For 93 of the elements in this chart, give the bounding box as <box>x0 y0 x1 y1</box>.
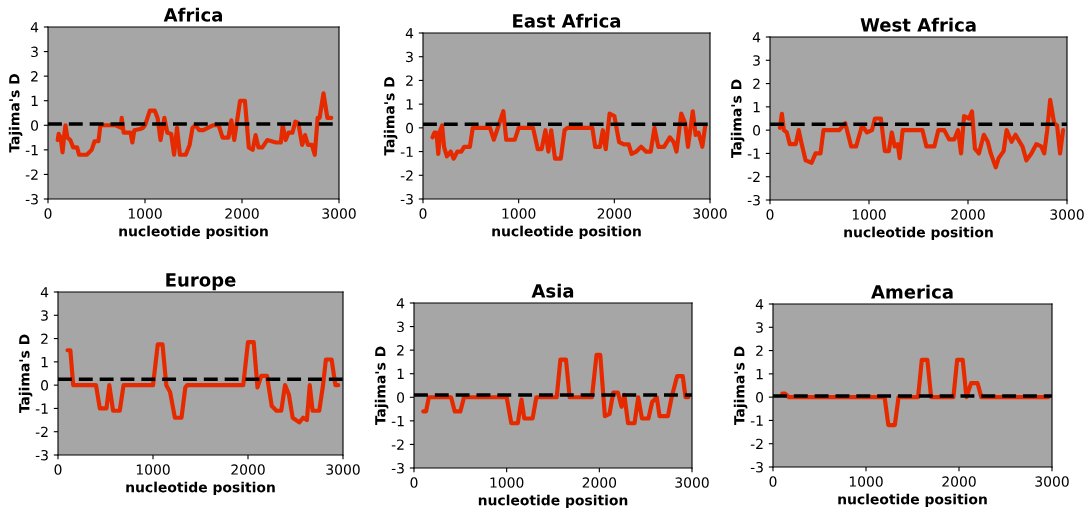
x-axis-title: nucleotide position <box>844 226 993 241</box>
y-tick-label: -1 <box>747 148 760 159</box>
y-axis-title: Tajima's D <box>733 346 748 426</box>
y-tick-label: 4 <box>30 22 39 33</box>
x-tick-label: 0 <box>766 209 774 220</box>
x-tick-label: 2000 <box>582 477 617 488</box>
y-tick-label: 3 <box>41 310 48 321</box>
x-tick-label: 1000 <box>852 209 886 220</box>
y-tick-label: 3 <box>31 46 38 58</box>
y-tick-label: -3 <box>747 194 760 206</box>
y-tick-label: 4 <box>405 28 414 39</box>
y-tick-label: -1 <box>35 403 48 414</box>
y-tick-label: -3 <box>750 461 763 473</box>
y-tick-label: 1 <box>756 369 763 380</box>
line-series <box>430 109 708 161</box>
y-axis-title: Tajima's D <box>8 74 23 153</box>
y-tick-label: -1 <box>400 146 413 157</box>
x-tick-label: 3000 <box>322 208 356 219</box>
x-axis-title: nucleotide position <box>478 494 628 509</box>
y-tick-label: 2 <box>753 78 760 89</box>
y-tick-label: -2 <box>747 171 760 182</box>
x-tick-label: 1000 <box>490 477 524 488</box>
y-tick-label: -3 <box>25 193 38 205</box>
y-tick-label: -2 <box>25 169 38 180</box>
x-tick-label: 2000 <box>951 209 985 220</box>
y-tick-label: 4 <box>396 298 405 309</box>
x-tick-label: 3000 <box>1035 476 1069 487</box>
y-tick-label: 2 <box>31 71 38 82</box>
y-tick-label: 0 <box>31 120 39 131</box>
x-tick-label: 1000 <box>128 208 162 219</box>
y-tick-label: 4 <box>755 299 764 310</box>
y-tick-label: 3 <box>406 51 413 63</box>
y-tick-label: -2 <box>750 438 763 449</box>
x-axis-title: nucleotide position <box>119 225 268 240</box>
y-tick-label: 2 <box>756 345 763 356</box>
x-tick-label: 3000 <box>1050 209 1084 220</box>
y-tick-label: 2 <box>41 333 48 344</box>
y-tick-label: 1 <box>41 357 48 368</box>
x-tick-label: 2000 <box>231 464 265 475</box>
chart-title: Africa <box>163 7 222 22</box>
y-axis-title: Tajima's D <box>730 79 745 159</box>
y-tick-label: 4 <box>40 287 49 298</box>
y-tick-label: -1 <box>391 416 404 427</box>
x-axis-title: nucleotide position <box>492 225 641 240</box>
chart-title: America <box>871 284 953 299</box>
line-series <box>421 352 691 426</box>
y-tick-label: -1 <box>750 415 763 426</box>
y-tick-label: 2 <box>397 345 404 356</box>
y-tick-label: 1 <box>753 102 760 113</box>
y-tick-label: 1 <box>397 368 404 379</box>
x-tick-label: 2000 <box>942 476 976 487</box>
y-tick-label: 0 <box>41 380 49 391</box>
y-tick-label: 3 <box>397 321 404 333</box>
y-tick-label: 1 <box>406 99 413 110</box>
y-tick-label: -2 <box>391 439 404 450</box>
y-axis-title: Tajima's D <box>18 334 33 414</box>
x-tick-label: 2000 <box>225 208 259 219</box>
x-tick-label: 1000 <box>849 476 883 487</box>
y-tick-label: -1 <box>25 145 38 156</box>
y-tick-label: 3 <box>753 55 760 66</box>
line-series <box>777 97 1066 170</box>
x-tick-label: 1000 <box>136 464 170 475</box>
line-series <box>65 339 341 425</box>
y-tick-label: 3 <box>756 322 763 333</box>
x-axis-title: nucleotide position <box>126 481 275 496</box>
line-series <box>55 91 334 157</box>
y-tick-label: 1 <box>31 95 38 106</box>
x-tick-label: 3000 <box>693 208 727 219</box>
y-tick-label: -3 <box>400 193 413 205</box>
y-tick-label: 2 <box>406 75 413 86</box>
x-tick-label: 0 <box>54 464 62 475</box>
x-axis-title: nucleotide position <box>838 493 987 508</box>
x-tick-label: 3000 <box>326 464 360 475</box>
y-tick-label: -3 <box>391 462 404 474</box>
x-tick-label: 0 <box>769 476 777 487</box>
y-tick-label: 0 <box>406 122 414 134</box>
y-tick-label: 0 <box>753 125 761 136</box>
y-tick-label: 0 <box>397 392 405 403</box>
x-tick-label: 1000 <box>502 208 536 219</box>
y-axis-title: Tajima's D <box>383 77 398 156</box>
x-tick-label: 2000 <box>597 208 632 219</box>
y-tick-label: -2 <box>400 170 413 181</box>
x-tick-label: 0 <box>419 208 427 219</box>
y-axis-title: Tajima's D <box>374 346 389 426</box>
chart-title: East Africa <box>513 13 621 28</box>
x-tick-label: 3000 <box>675 477 709 488</box>
y-tick-label: 0 <box>756 392 764 403</box>
y-tick-label: -2 <box>35 426 48 437</box>
chart-title: Europe <box>166 273 236 291</box>
chart-title: West Africa <box>860 17 976 32</box>
y-tick-label: -3 <box>35 449 48 461</box>
chart-title: Asia <box>531 283 574 298</box>
y-tick-label: 4 <box>752 32 761 43</box>
